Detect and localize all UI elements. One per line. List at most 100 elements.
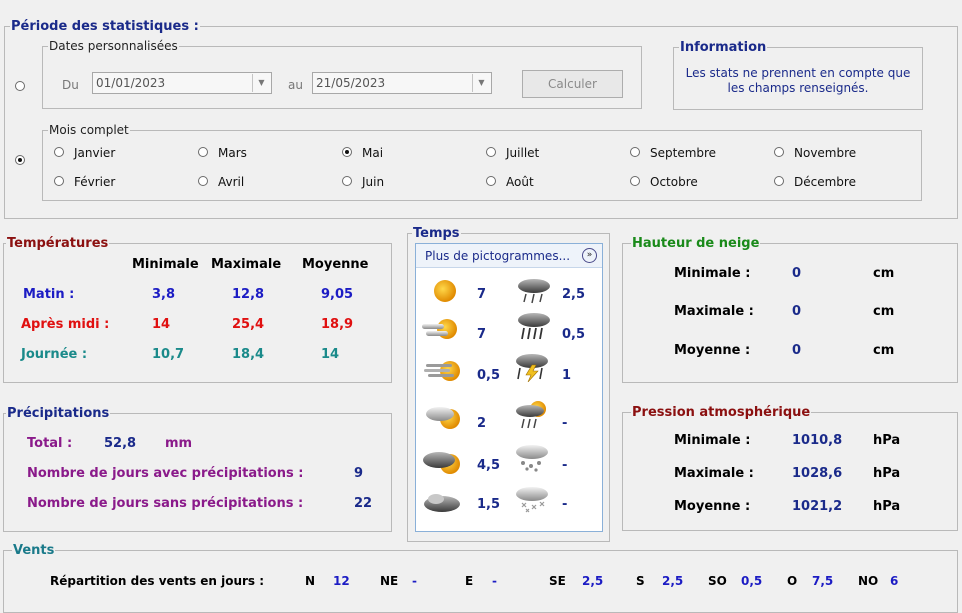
radio-mois-complet[interactable] — [15, 155, 25, 165]
vents-repartition-label: Répartition des vents en jours : — [50, 574, 265, 588]
radio-juin[interactable] — [342, 176, 352, 186]
mois-legend: Mois complet — [49, 123, 129, 137]
vent-dir-so: SO — [708, 574, 727, 588]
du-date-combo[interactable]: 01/01/2023 ▼ — [92, 72, 272, 94]
sun-icon — [434, 280, 456, 302]
temperatures-group: Températures — [3, 236, 392, 383]
vent-dir-o: O — [787, 574, 798, 588]
radio-decembre[interactable] — [774, 176, 784, 186]
label-mars: Mars — [218, 146, 247, 160]
precip-avec-value: 9 — [354, 466, 364, 481]
neige-min-label: Minimale : — [674, 266, 751, 281]
information-text: Les stats ne prennent en compte que les … — [673, 66, 923, 96]
pression-max-unit: hPa — [873, 466, 901, 481]
radio-juillet[interactable] — [486, 147, 496, 157]
vent-dir-n: N — [305, 574, 316, 588]
vents-title: Vents — [13, 543, 55, 558]
vent-val-o: 7,5 — [812, 574, 834, 588]
vent-val-so: 0,5 — [741, 574, 763, 588]
cloud-heavy-rain-icon — [518, 313, 550, 340]
pictogrammes-dropdown[interactable]: Plus de pictogrammes... » — [416, 244, 602, 268]
neige-max-label: Maximale : — [674, 304, 754, 319]
vent-dir-s: S — [636, 574, 645, 588]
radio-septembre[interactable] — [630, 147, 640, 157]
au-date-value: 21/05/2023 — [316, 76, 386, 90]
information-group: Information — [673, 40, 923, 110]
mois-group: Mois complet — [42, 123, 922, 201]
vent-val-se: 2,5 — [582, 574, 604, 588]
pression-moy-label: Moyenne : — [674, 499, 751, 514]
temp-apresmidi-moy: 18,9 — [321, 317, 354, 332]
label-fevrier: Février — [74, 175, 116, 189]
information-line1: Les stats ne prennent en compte que — [685, 66, 911, 80]
pression-min-label: Minimale : — [674, 433, 751, 448]
sun-fog-icon — [424, 361, 460, 381]
neige-min-unit: cm — [873, 266, 895, 281]
label-juin: Juin — [362, 175, 385, 189]
snow-icon — [516, 487, 548, 513]
temps-heavy-rain-value: 0,5 — [562, 327, 586, 342]
neige-min-value: 0 — [792, 266, 802, 281]
pression-min-value: 1010,8 — [792, 433, 843, 448]
temps-sun-rain-value: - — [562, 416, 568, 431]
temp-matin-label: Matin : — [23, 287, 75, 302]
temps-group: Temps — [407, 226, 610, 542]
temps-thunderstorm-value: 1 — [562, 368, 572, 383]
label-decembre: Décembre — [794, 175, 856, 189]
periode-group: Période des statistiques : — [4, 19, 958, 219]
radio-aout[interactable] — [486, 176, 496, 186]
partly-cloudy-icon — [426, 407, 460, 429]
label-novembre: Novembre — [794, 146, 857, 160]
precip-total-unit: mm — [165, 436, 193, 451]
temp-col-max: Maximale — [211, 257, 282, 272]
temp-col-moy: Moyenne — [302, 257, 369, 272]
temp-journee-max: 18,4 — [232, 347, 265, 362]
radio-custom-dates[interactable] — [15, 81, 25, 91]
temp-journee-moy: 14 — [321, 347, 340, 362]
label-mai: Mai — [362, 146, 384, 160]
precip-total-label: Total : — [27, 436, 73, 451]
label-janvier: Janvier — [74, 146, 116, 160]
precip-avec-label: Nombre de jours avec précipitations : — [27, 466, 304, 481]
radio-octobre[interactable] — [630, 176, 640, 186]
temps-partly-cloudy-value: 2 — [477, 416, 487, 431]
vent-val-n: 12 — [333, 574, 350, 588]
temps-title: Temps — [413, 226, 460, 241]
neige-group: Hauteur de neige — [622, 236, 958, 383]
pictogrammes-label: Plus de pictogrammes... — [425, 249, 571, 263]
au-date-combo[interactable]: 21/05/2023 ▼ — [312, 72, 492, 94]
radio-avril[interactable] — [198, 176, 208, 186]
radio-mai[interactable] — [342, 147, 352, 157]
neige-moy-unit: cm — [873, 343, 895, 358]
temps-mostly-cloudy-value: 4,5 — [477, 458, 501, 473]
temp-col-min: Minimale — [132, 257, 199, 272]
vent-dir-se: SE — [549, 574, 566, 588]
temp-journee-label: Journée : — [21, 347, 88, 362]
chevron-double-down-icon[interactable]: » — [582, 248, 597, 263]
chevron-down-icon[interactable]: ▼ — [252, 74, 270, 92]
label-juillet: Juillet — [506, 146, 540, 160]
temp-matin-moy: 9,05 — [321, 287, 354, 302]
calculer-button[interactable]: Calculer — [522, 70, 623, 98]
custom-dates-legend: Dates personnalisées — [49, 39, 178, 53]
precip-sans-label: Nombre de jours sans précipitations : — [27, 496, 304, 511]
sun-rain-icon — [516, 401, 546, 429]
neige-moy-label: Moyenne : — [674, 343, 751, 358]
label-aout: Août — [506, 175, 534, 189]
precip-total-value: 52,8 — [104, 436, 137, 451]
information-line2: les champs renseignés. — [727, 81, 869, 95]
neige-moy-value: 0 — [792, 343, 802, 358]
vent-dir-e: E — [465, 574, 474, 588]
cloud-light-rain-icon — [518, 279, 550, 304]
radio-janvier[interactable] — [54, 147, 64, 157]
pression-title: Pression atmosphérique — [632, 405, 811, 420]
temps-overcast-value: 1,5 — [477, 497, 501, 512]
radio-novembre[interactable] — [774, 147, 784, 157]
radio-fevrier[interactable] — [54, 176, 64, 186]
chevron-down-icon[interactable]: ▼ — [472, 74, 490, 92]
vent-dir-ne: NE — [380, 574, 399, 588]
pression-max-label: Maximale : — [674, 466, 754, 481]
temp-matin-max: 12,8 — [232, 287, 265, 302]
pression-group: Pression atmosphérique — [622, 405, 958, 531]
radio-mars[interactable] — [198, 147, 208, 157]
